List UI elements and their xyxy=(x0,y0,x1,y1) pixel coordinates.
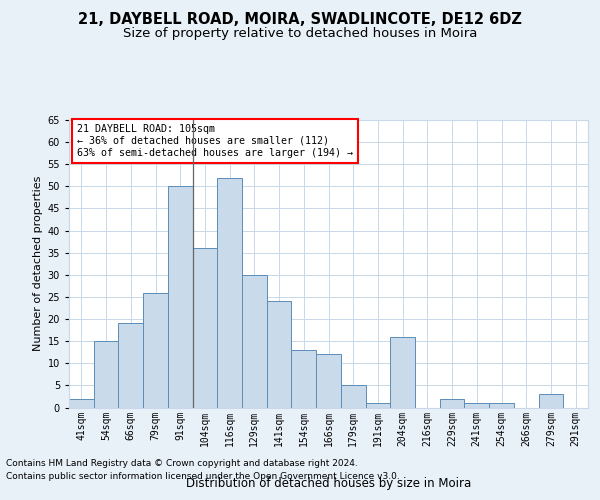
Bar xyxy=(168,186,193,408)
Bar xyxy=(365,403,390,407)
Bar xyxy=(292,350,316,408)
Bar xyxy=(242,275,267,407)
Bar xyxy=(143,292,168,408)
Bar xyxy=(464,403,489,407)
Bar xyxy=(193,248,217,408)
Bar xyxy=(69,398,94,407)
Bar xyxy=(316,354,341,408)
Text: Contains HM Land Registry data © Crown copyright and database right 2024.: Contains HM Land Registry data © Crown c… xyxy=(6,458,358,468)
Bar xyxy=(341,386,365,407)
Y-axis label: Number of detached properties: Number of detached properties xyxy=(34,176,43,352)
Bar xyxy=(390,336,415,407)
Bar xyxy=(539,394,563,407)
Bar xyxy=(118,324,143,407)
Bar xyxy=(94,341,118,407)
Bar xyxy=(489,403,514,407)
Bar xyxy=(267,302,292,408)
Text: 21, DAYBELL ROAD, MOIRA, SWADLINCOTE, DE12 6DZ: 21, DAYBELL ROAD, MOIRA, SWADLINCOTE, DE… xyxy=(78,12,522,28)
Text: Contains public sector information licensed under the Open Government Licence v3: Contains public sector information licen… xyxy=(6,472,400,481)
Text: 21 DAYBELL ROAD: 105sqm
← 36% of detached houses are smaller (112)
63% of semi-d: 21 DAYBELL ROAD: 105sqm ← 36% of detache… xyxy=(77,124,353,158)
Bar xyxy=(440,398,464,407)
Text: Size of property relative to detached houses in Moira: Size of property relative to detached ho… xyxy=(123,28,477,40)
Text: Distribution of detached houses by size in Moira: Distribution of detached houses by size … xyxy=(186,477,472,490)
Bar xyxy=(217,178,242,408)
